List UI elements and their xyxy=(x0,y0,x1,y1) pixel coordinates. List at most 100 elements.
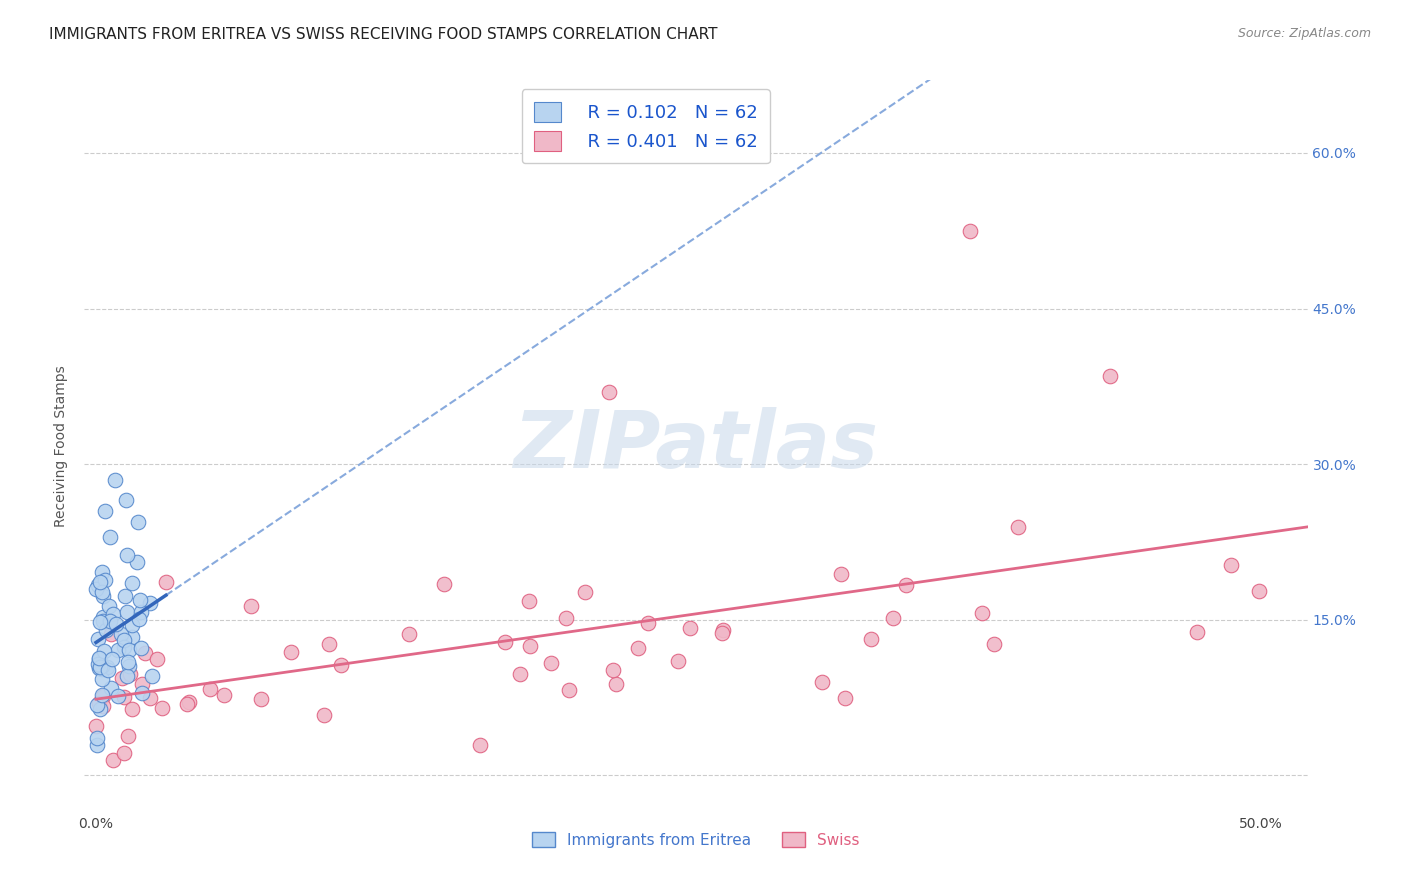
Point xyxy=(117,729,139,743)
Point xyxy=(558,683,581,698)
Point xyxy=(104,473,127,487)
Point xyxy=(679,622,702,636)
Point xyxy=(983,637,1005,651)
Point xyxy=(115,493,138,508)
Point xyxy=(112,632,135,647)
Point xyxy=(1007,519,1029,533)
Point xyxy=(121,575,143,590)
Point xyxy=(121,617,143,632)
Point xyxy=(139,596,162,610)
Point xyxy=(87,577,110,591)
Point xyxy=(129,593,152,607)
Point xyxy=(540,656,562,670)
Point xyxy=(110,627,132,641)
Point xyxy=(111,671,134,685)
Point xyxy=(176,698,198,712)
Point xyxy=(118,643,141,657)
Point xyxy=(139,690,162,705)
Point xyxy=(554,611,576,625)
Point xyxy=(100,681,122,695)
Text: ZIPatlas: ZIPatlas xyxy=(513,407,879,485)
Point xyxy=(94,504,117,518)
Point xyxy=(882,611,904,625)
Point xyxy=(959,224,981,238)
Point xyxy=(146,652,169,666)
Y-axis label: Receiving Food Stamps: Receiving Food Stamps xyxy=(55,365,69,527)
Point xyxy=(330,657,353,672)
Point xyxy=(91,698,114,713)
Point xyxy=(86,738,108,752)
Point xyxy=(91,589,114,603)
Point xyxy=(96,660,118,674)
Point xyxy=(1185,625,1208,640)
Point xyxy=(896,578,918,592)
Point xyxy=(89,696,111,710)
Point xyxy=(86,698,108,712)
Point xyxy=(605,677,627,691)
Point xyxy=(627,641,650,656)
Point xyxy=(87,632,110,646)
Point xyxy=(89,661,111,675)
Point xyxy=(86,719,108,733)
Point xyxy=(98,615,121,629)
Point xyxy=(87,650,110,665)
Point xyxy=(89,574,111,589)
Point xyxy=(112,747,135,761)
Point xyxy=(127,555,149,569)
Point xyxy=(198,681,221,696)
Point xyxy=(129,605,152,619)
Point xyxy=(117,655,139,669)
Point xyxy=(398,626,420,640)
Point xyxy=(155,575,177,590)
Point xyxy=(97,663,120,677)
Point xyxy=(860,632,883,647)
Point xyxy=(107,643,129,657)
Point xyxy=(177,695,200,709)
Point xyxy=(811,674,834,689)
Point xyxy=(666,654,689,668)
Point xyxy=(89,615,111,629)
Point xyxy=(830,566,852,581)
Legend: Immigrants from Eritrea, Swiss: Immigrants from Eritrea, Swiss xyxy=(524,824,868,855)
Point xyxy=(598,384,620,399)
Point xyxy=(87,657,110,671)
Point xyxy=(97,599,120,613)
Point xyxy=(129,640,152,655)
Point xyxy=(318,637,340,651)
Point xyxy=(470,739,492,753)
Point xyxy=(101,753,124,767)
Point xyxy=(115,548,138,562)
Point xyxy=(711,626,734,640)
Point xyxy=(141,669,163,683)
Point xyxy=(91,662,114,676)
Text: Source: ZipAtlas.com: Source: ZipAtlas.com xyxy=(1237,27,1371,40)
Point xyxy=(90,688,112,702)
Point xyxy=(280,645,302,659)
Point xyxy=(1249,583,1271,598)
Point xyxy=(519,639,541,653)
Point xyxy=(93,610,115,624)
Point xyxy=(121,702,143,716)
Point xyxy=(114,589,136,603)
Point xyxy=(93,573,115,587)
Point xyxy=(121,630,143,644)
Point xyxy=(131,677,153,691)
Point xyxy=(312,707,335,722)
Point xyxy=(239,599,262,613)
Point xyxy=(101,652,124,666)
Point xyxy=(90,658,112,673)
Point xyxy=(100,626,122,640)
Point xyxy=(118,658,141,673)
Point xyxy=(494,635,516,649)
Point xyxy=(212,689,235,703)
Point xyxy=(134,646,156,660)
Point xyxy=(93,644,115,658)
Point xyxy=(574,585,596,599)
Point xyxy=(101,607,124,621)
Point xyxy=(970,606,993,620)
Point xyxy=(128,611,150,625)
Point xyxy=(86,731,108,746)
Point xyxy=(105,617,128,632)
Point xyxy=(1220,558,1243,573)
Point xyxy=(1098,368,1121,383)
